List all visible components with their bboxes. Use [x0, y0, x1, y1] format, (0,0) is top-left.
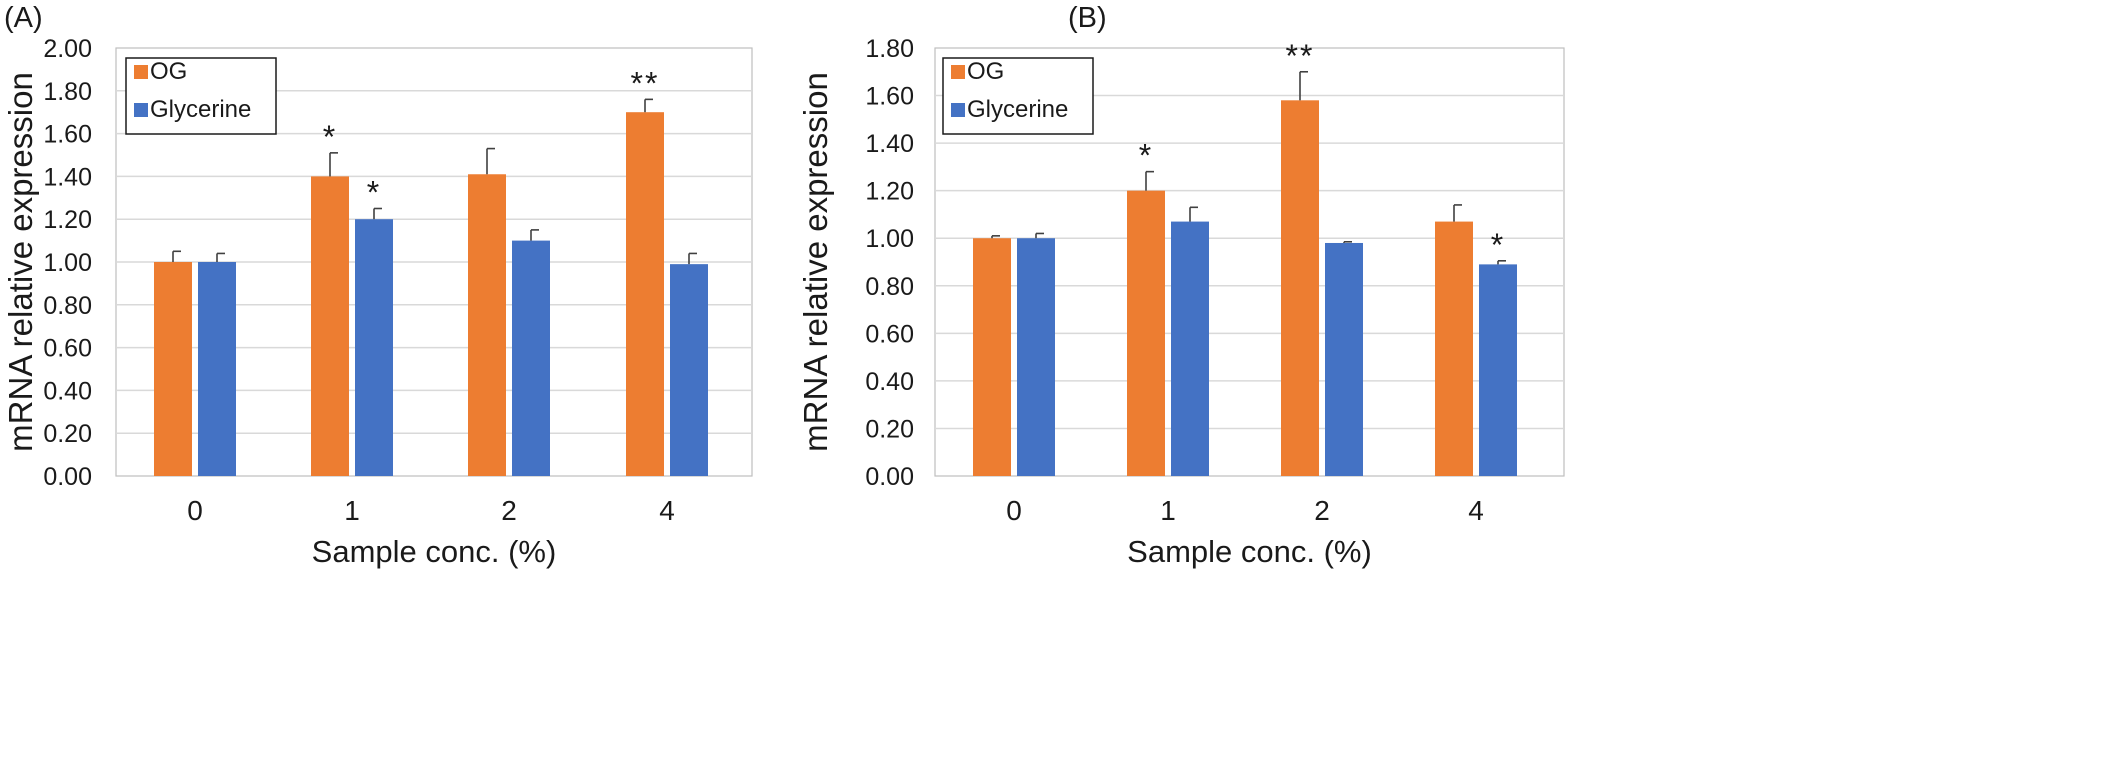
- bar-glycerine: [1325, 242, 1363, 476]
- bar-og: [1127, 190, 1165, 476]
- y-tick-label: 1.80: [43, 78, 92, 106]
- bar-og: [154, 262, 192, 476]
- y-tick-label: 2.00: [43, 35, 92, 63]
- bar-chart-b: 0.00 0.20 0.40 0.60 0.80 1.00 1.20 1.40 1.60 1.80…: [797, 35, 1565, 569]
- y-tick-label: 0.20: [865, 415, 914, 443]
- y-tick-label: 0.60: [865, 320, 914, 348]
- bar-og: [626, 112, 664, 476]
- legend-swatch-glycerine: [134, 103, 148, 117]
- bar-og: [973, 238, 1011, 476]
- x-tick-label: 4: [659, 495, 675, 526]
- legend-box: [942, 57, 1094, 135]
- panel-label: (B): [1068, 2, 1107, 34]
- y-tick-label: 0.00: [865, 463, 914, 491]
- y-tick-label: 0.20: [43, 420, 92, 448]
- bar-glycerine: [198, 262, 236, 476]
- bar-glycerine: [1171, 221, 1209, 476]
- x-tick-label: 0: [187, 495, 203, 526]
- bar-og: [1281, 100, 1319, 477]
- y-tick-label: 1.40: [865, 130, 914, 158]
- bar-og: [468, 174, 506, 476]
- significance-marker: **: [1286, 38, 1315, 74]
- x-axis-title: Sample conc. (%): [1127, 534, 1372, 569]
- y-tick-label: 1.00: [43, 249, 92, 277]
- significance-marker: *: [323, 119, 337, 155]
- x-tick-label: 1: [344, 495, 360, 526]
- y-tick-label: 1.00: [865, 225, 914, 253]
- bar-og: [1435, 221, 1473, 476]
- legend-label: Glycerine: [967, 96, 1068, 123]
- bar-glycerine: [355, 219, 393, 476]
- y-tick-label: 1.60: [865, 83, 914, 111]
- y-tick-label: 1.20: [43, 206, 92, 234]
- x-axis-title: Sample conc. (%): [312, 534, 557, 569]
- y-tick-label: 1.80: [865, 35, 914, 63]
- legend-swatch-glycerine: [951, 103, 965, 117]
- chart-panel-b: (B) 0.00 0.20 0.40 0.60 0.80 1.00 1.20 1.40 1.60…: [797, 0, 2128, 776]
- x-tick-label: 2: [501, 495, 517, 526]
- significance-marker: **: [631, 65, 660, 101]
- y-tick-label: 1.40: [43, 163, 92, 191]
- chart-panel-a: (A) 0.00 0.20 0.40 0.60 0.80 1.00 1.20 1.40 1.60…: [2, 2, 753, 569]
- bar-chart-a: 0.00 0.20 0.40 0.60 0.80 1.00 1.20 1.40 1.60 1.80…: [2, 35, 753, 569]
- legend-label: Glycerine: [150, 96, 251, 123]
- legend-swatch-og: [951, 65, 965, 79]
- y-tick-label: 1.60: [43, 121, 92, 149]
- bar-glycerine: [1017, 238, 1055, 476]
- significance-marker: *: [1491, 227, 1505, 263]
- y-axis-title: mRNA relative expression: [797, 72, 834, 452]
- x-tick-label: 1: [1160, 495, 1176, 526]
- panel-label: (A): [4, 2, 43, 34]
- y-tick-label: 1.20: [865, 178, 914, 206]
- y-tick-label: 0.60: [43, 335, 92, 363]
- bar-og: [311, 176, 349, 476]
- y-tick-label: 0.40: [865, 368, 914, 396]
- x-tick-label: 4: [1468, 495, 1484, 526]
- significance-marker: *: [367, 175, 381, 211]
- y-tick-label: 0.40: [43, 377, 92, 405]
- y-tick-label: 0.80: [43, 292, 92, 320]
- x-tick-label: 2: [1314, 495, 1330, 526]
- legend-label: OG: [967, 58, 1004, 85]
- x-tick-label: 0: [1006, 495, 1022, 526]
- significance-marker: *: [1139, 138, 1153, 174]
- y-tick-label: 0.80: [865, 273, 914, 301]
- bar-glycerine: [512, 240, 550, 476]
- y-tick-label: 0.00: [43, 463, 92, 491]
- legend-swatch-og: [134, 65, 148, 79]
- y-axis-title: mRNA relative expression: [2, 72, 39, 452]
- bar-glycerine: [1479, 264, 1517, 476]
- legend-label: OG: [150, 58, 187, 85]
- bar-glycerine: [670, 264, 708, 476]
- legend-box: [125, 57, 277, 135]
